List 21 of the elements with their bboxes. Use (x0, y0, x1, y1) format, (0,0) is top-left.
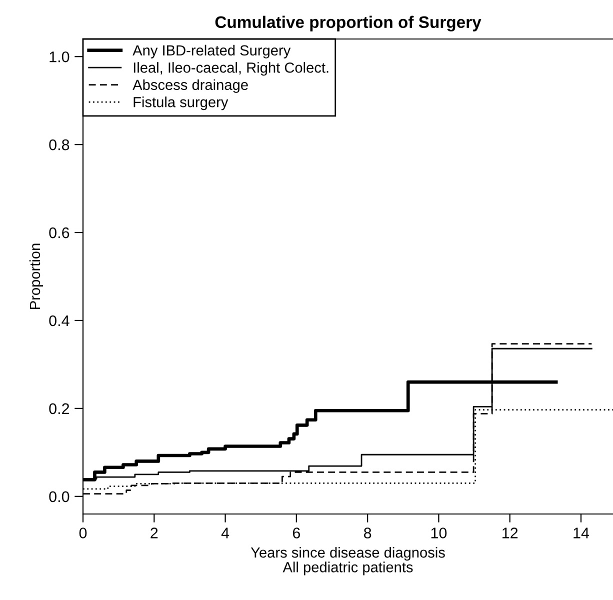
x-tick-label: 0 (79, 528, 87, 538)
y-tick-label: 0.4 (49, 315, 70, 326)
y-tick-label: 0.2 (49, 403, 70, 414)
x-tick-label: 8 (364, 528, 372, 538)
y-tick-label: 0.6 (49, 227, 70, 238)
legend-label: Fistula surgery (134, 96, 228, 110)
y-tick-label: 0.0 (49, 491, 70, 502)
y-tick-label: 0.8 (49, 139, 70, 150)
chart-title: Cumulative proportion of Surgery (215, 16, 482, 32)
y-axis-title: Proportion (29, 244, 44, 309)
legend-label: Abscess drainage (132, 79, 248, 93)
x-tick-label: 4 (221, 528, 230, 538)
x-tick-label: 10 (431, 528, 447, 538)
x-tick-label: 2 (150, 528, 158, 538)
legend-label: Any IBD-related Surgery (132, 44, 291, 58)
x-tick-label: 12 (502, 528, 518, 538)
x-tick-label: 14 (574, 528, 590, 538)
x-tick-label: 6 (292, 528, 300, 538)
legend-label: Ileal, Ileo-caecal, Right Colect. (134, 62, 328, 76)
x-axis-title: Years since disease diagnosis All pediatric patients (250, 546, 445, 576)
y-tick-label: 1.0 (50, 51, 70, 62)
